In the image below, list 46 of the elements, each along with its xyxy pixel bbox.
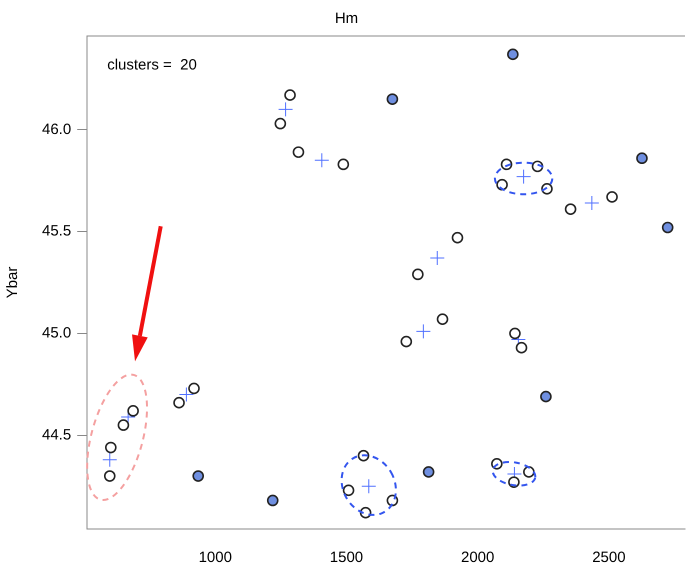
point [292, 146, 304, 158]
y-tick-label: 44.5 [42, 426, 72, 444]
point [192, 470, 204, 482]
point [430, 250, 445, 266]
point [278, 102, 294, 117]
point [102, 452, 118, 468]
point [266, 494, 279, 506]
point [606, 191, 618, 203]
y-axis-title: Ybar [4, 266, 22, 298]
point [452, 232, 464, 244]
point [105, 442, 117, 454]
y-tick-label: 45.0 [42, 324, 72, 342]
x-tick-label: 1500 [330, 549, 364, 566]
point [412, 268, 424, 280]
point [540, 390, 552, 402]
point [584, 196, 600, 211]
annotation: clusters = 20 [107, 56, 197, 74]
point [386, 93, 398, 105]
x-tick-label: 2500 [592, 549, 626, 566]
point [188, 382, 200, 394]
point [338, 158, 350, 170]
point [416, 324, 431, 339]
x-tick-label: 2000 [460, 549, 494, 566]
point [422, 466, 434, 478]
point [564, 203, 576, 215]
point [274, 118, 286, 130]
point [662, 222, 674, 234]
point [509, 328, 521, 340]
point [127, 405, 139, 417]
point [118, 419, 130, 431]
point [173, 396, 185, 408]
point [342, 484, 354, 496]
y-tick-label: 45.5 [42, 222, 72, 240]
point [507, 48, 519, 60]
point [516, 342, 528, 354]
chart-title: Hm [334, 10, 358, 28]
point [104, 470, 116, 482]
point [436, 313, 448, 325]
point [400, 336, 412, 348]
y-tick-label: 46.0 [42, 120, 72, 138]
point [636, 152, 648, 164]
point [523, 466, 535, 478]
point [284, 89, 296, 101]
x-tick-label: 1000 [198, 549, 232, 566]
point [314, 152, 330, 168]
point [178, 387, 194, 402]
